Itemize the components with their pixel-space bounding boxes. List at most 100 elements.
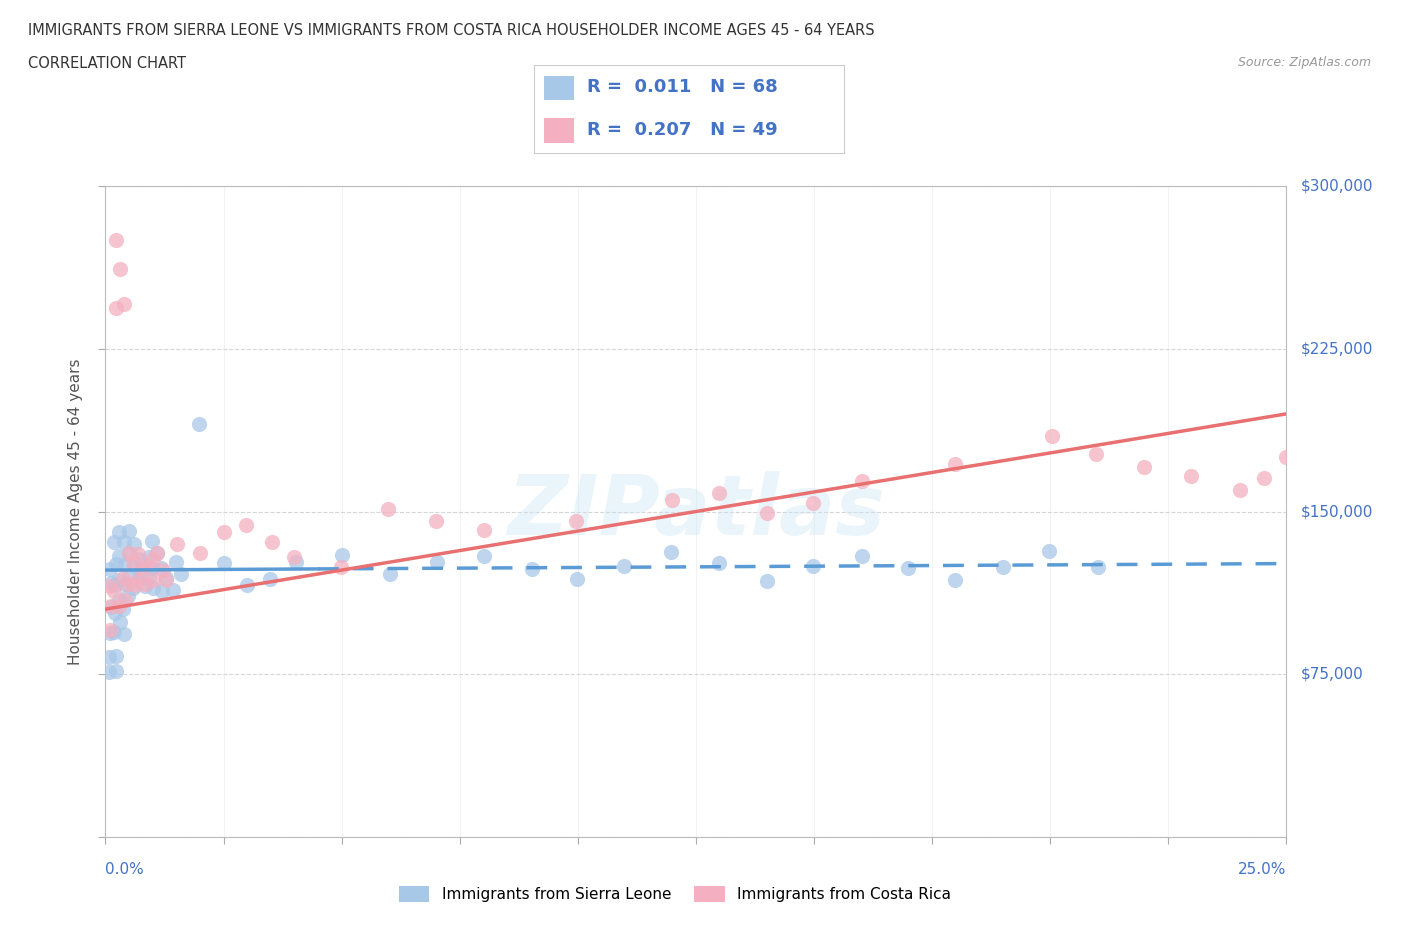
Point (659, 545, 682, 560)
Point (112, 571, 135, 586)
Point (112, 627, 135, 642)
Point (117, 589, 139, 604)
Point (103, 625, 125, 640)
Point (155, 571, 177, 586)
Point (136, 557, 159, 572)
Point (142, 573, 165, 588)
Point (259, 572, 281, 587)
Point (138, 549, 160, 564)
Point (1275, 450, 1298, 465)
Text: $150,000: $150,000 (1301, 504, 1372, 519)
Point (98, 623, 121, 638)
Point (104, 556, 127, 571)
Point (108, 592, 131, 607)
Point (112, 297, 135, 312)
Point (707, 555, 730, 570)
Point (128, 551, 150, 566)
Point (283, 550, 305, 565)
Point (188, 416, 211, 431)
Point (114, 592, 136, 607)
Point (122, 537, 145, 551)
Point (146, 545, 169, 560)
Point (112, 535, 135, 550)
Point (425, 513, 447, 528)
Point (107, 573, 129, 588)
Point (107, 549, 129, 564)
Point (104, 578, 127, 592)
Point (98, 649, 121, 664)
Point (118, 524, 141, 538)
Y-axis label: Householder Income Ages 45 - 64 years: Householder Income Ages 45 - 64 years (67, 358, 83, 665)
Point (150, 561, 173, 576)
Point (236, 578, 259, 592)
Point (756, 505, 779, 520)
Point (122, 558, 145, 573)
Point (801, 496, 824, 511)
Point (1229, 483, 1251, 498)
Point (565, 572, 588, 587)
Point (138, 569, 160, 584)
Text: CORRELATION CHART: CORRELATION CHART (28, 56, 186, 71)
Point (127, 546, 149, 561)
Point (472, 549, 495, 564)
Point (991, 560, 1014, 575)
Point (112, 557, 135, 572)
Point (212, 525, 235, 539)
Point (162, 583, 184, 598)
Point (108, 525, 131, 539)
Point (105, 232, 128, 247)
Point (105, 648, 128, 663)
Legend: Immigrants from Sierra Leone, Immigrants from Costa Rica: Immigrants from Sierra Leone, Immigrants… (392, 880, 957, 909)
Point (472, 523, 495, 538)
Point (131, 563, 153, 578)
Point (943, 573, 966, 588)
Text: ZIPatlas: ZIPatlas (508, 471, 884, 552)
Point (98, 578, 121, 593)
Point (127, 573, 149, 588)
Point (565, 513, 588, 528)
Text: 25.0%: 25.0% (1239, 862, 1286, 877)
Text: Source: ZipAtlas.com: Source: ZipAtlas.com (1237, 56, 1371, 69)
Point (212, 555, 235, 570)
Point (141, 533, 163, 548)
Point (155, 572, 177, 587)
Point (851, 473, 873, 488)
Point (118, 546, 141, 561)
Point (108, 614, 131, 629)
Point (108, 262, 131, 277)
Point (122, 555, 145, 570)
Point (103, 535, 125, 550)
Point (329, 560, 352, 575)
Point (1180, 469, 1202, 484)
Point (378, 566, 401, 581)
Point (707, 485, 730, 500)
Point (851, 548, 873, 563)
Point (100, 626, 122, 641)
Point (1133, 459, 1156, 474)
Point (1040, 429, 1063, 444)
Point (520, 562, 543, 577)
Point (132, 561, 155, 576)
Point (105, 300, 128, 315)
Point (127, 573, 149, 588)
Point (613, 559, 636, 574)
Point (118, 568, 141, 583)
Bar (544, 75, 575, 100)
Point (100, 576, 122, 591)
Point (165, 554, 187, 569)
Point (98, 664, 121, 679)
Point (118, 545, 141, 560)
Text: $300,000: $300,000 (1301, 179, 1372, 193)
Point (377, 502, 399, 517)
Point (100, 599, 122, 614)
Text: IMMIGRANTS FROM SIERRA LEONE VS IMMIGRANTS FROM COSTA RICA HOUSEHOLDER INCOME AG: IMMIGRANTS FROM SIERRA LEONE VS IMMIGRAN… (28, 23, 875, 38)
Point (142, 551, 165, 566)
Point (170, 566, 193, 581)
Text: R =  0.011   N = 68: R = 0.011 N = 68 (586, 78, 778, 96)
Text: $225,000: $225,000 (1301, 341, 1372, 356)
Point (803, 558, 825, 573)
Point (141, 561, 163, 576)
Point (1038, 544, 1060, 559)
Point (332, 547, 354, 562)
Point (755, 574, 778, 589)
